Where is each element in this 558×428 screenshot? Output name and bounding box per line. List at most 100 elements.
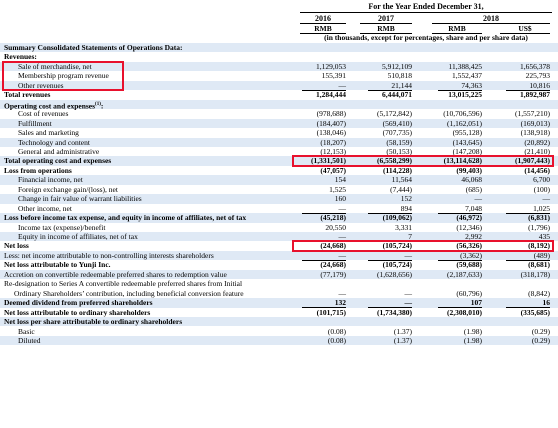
row-label-text: Other revenues (18, 80, 64, 90)
cell-value: 2,992 (465, 232, 482, 241)
row-label: Total operating cost and expenses (4, 156, 111, 165)
row-label-text: Cost of revenues (18, 109, 69, 119)
footnote-marker: (1) (95, 101, 101, 107)
cell-value: — (404, 250, 413, 260)
cell-value: (143,645) (452, 137, 482, 147)
currency-underline (432, 33, 482, 34)
row-label-text: Total operating cost and expenses (4, 156, 112, 166)
year-underline (432, 23, 550, 24)
row-label-text: Revenues: (4, 52, 37, 62)
row-label-text: Foreign exchange gain/(loss), net (18, 184, 118, 194)
cell-value: 160 (334, 194, 346, 204)
subtotal-rule (506, 89, 550, 91)
subtotal-rule (438, 259, 482, 261)
currency-2018-rmb: RMB (448, 24, 466, 33)
table-row: Income tax (expense)/benefit 20,550 3,331 (… (0, 223, 558, 232)
cell-value: 13,015,225 (448, 90, 482, 100)
table-row: Re-designation to Series A convertible r… (0, 279, 558, 288)
row-label: Technology and content (18, 138, 90, 147)
cell-value: (1,162,051) (447, 118, 482, 128)
cell-value: (14,456) (524, 165, 550, 175)
cell-value: — (404, 288, 413, 298)
cell-value: (8,681) (528, 260, 550, 270)
currency-underline (500, 33, 550, 34)
cell-value: (59,688) (456, 260, 482, 270)
cell-value: (8,842) (528, 288, 550, 298)
cell-value: 10,816 (529, 80, 550, 90)
cell-value: (24,668) (320, 260, 346, 270)
cell-value: (489) (533, 250, 550, 260)
table-row: Sale of merchandise, net 1,129,053 5,912,1… (0, 61, 558, 72)
subtotal-rule (368, 259, 412, 261)
cell-value: (138,918) (520, 128, 550, 138)
row-label: General and administrative (18, 147, 99, 156)
table-row: Basic (0.08) (1.37) (1.98) (0.29) (0, 327, 558, 336)
row-label-text: Net loss attributable to Yunji Inc. (4, 260, 111, 270)
cell-value: (707,735) (382, 128, 412, 138)
cell-value: (0.29) (531, 335, 550, 345)
cell-value: 107 (470, 298, 482, 308)
cell-value: 1,025 (533, 203, 550, 213)
cell-value: (46,972) (456, 213, 482, 223)
row-label: Basic (18, 327, 35, 336)
cell-value: 894 (400, 203, 412, 213)
table-row: Loss before income tax expense, and equi… (0, 213, 558, 223)
table-row: Net loss attributable to ordinary shareh… (0, 308, 558, 317)
cell-value: 74,363 (461, 80, 482, 90)
cell-value: (0.08) (327, 335, 346, 345)
cell-value: (56,326) (456, 241, 482, 251)
table-row: Total operating cost and expenses (1,331,… (0, 156, 558, 166)
table-row: Financial income, net 154 11,564 46,068 6,70… (0, 175, 558, 185)
cell-value: 225,793 (525, 71, 550, 81)
table-row: Membership program revenue 155,391 510,818… (0, 71, 558, 80)
cell-value: 155,391 (321, 71, 346, 81)
subtotal-rule (302, 259, 346, 261)
cell-value: (1.37) (393, 326, 412, 336)
cell-value: (147,208) (452, 146, 482, 156)
cell-value: 11,564 (391, 175, 412, 185)
cell-value: (99,403) (456, 165, 482, 175)
table-row: Total revenues 1,284,444 6,444,071 13,015,2… (0, 90, 558, 99)
cell-value: 16 (542, 298, 551, 308)
row-label: Other revenues (18, 81, 64, 90)
highlight-box (2, 60, 124, 92)
row-label-text: Membership program revenue (18, 71, 109, 81)
cell-value: (6,558,299) (377, 156, 412, 166)
cell-value: (7,444) (390, 184, 412, 194)
cell-value: (1,734,380) (377, 307, 412, 317)
currency-2016: RMB (314, 24, 332, 33)
table-row: Other revenues — 21,144 74,363 10,816 (0, 80, 558, 91)
cell-value: — (338, 232, 347, 241)
cell-value: (1,628,656) (377, 269, 412, 279)
cell-value: 20,550 (325, 222, 346, 232)
cell-value: 6,700 (533, 175, 550, 185)
table-row: General and administrative (12,153) (50,15… (0, 147, 558, 156)
cell-value: (47,057) (320, 165, 346, 175)
row-label: Fulfillment (18, 119, 52, 128)
cell-value: (955,128) (452, 128, 482, 138)
cell-value: (1,796) (528, 222, 550, 232)
row-label-text: Income tax (expense)/benefit (18, 222, 106, 232)
subtotal-rule (506, 259, 550, 261)
cell-value: (21,410) (524, 146, 550, 156)
cell-value: (58,159) (386, 137, 412, 147)
table-row: Deemed dividend from preferred sharehold… (0, 298, 558, 308)
cell-value: (50,153) (386, 146, 412, 156)
row-label: Operating cost and expenses(1): (4, 100, 103, 111)
cell-value: 21,144 (391, 80, 412, 90)
row-label-text: Basic (18, 326, 35, 336)
cell-value: (685) (465, 184, 482, 194)
cell-value: (45,218) (320, 213, 346, 223)
table-row: Equity in income of affiliates, net of t… (0, 232, 558, 242)
table-row: Ordinary Shareholders’ contribution, inc… (0, 289, 558, 298)
cell-value: 3,331 (395, 222, 412, 232)
subtotal-rule (506, 212, 550, 214)
cell-value: (1,557,210) (515, 109, 550, 119)
row-label: Deemed dividend from preferred sharehold… (4, 298, 153, 307)
cell-value: 1,552,437 (452, 71, 482, 81)
cell-value: 154 (334, 175, 346, 185)
table-row: Diluted (0.08) (1.37) (1.98) (0.29) (0, 335, 558, 346)
cell-value: (1,331,501) (311, 156, 346, 166)
row-label-text: Financial income, net (18, 175, 83, 185)
cell-value: (105,724) (382, 241, 412, 251)
